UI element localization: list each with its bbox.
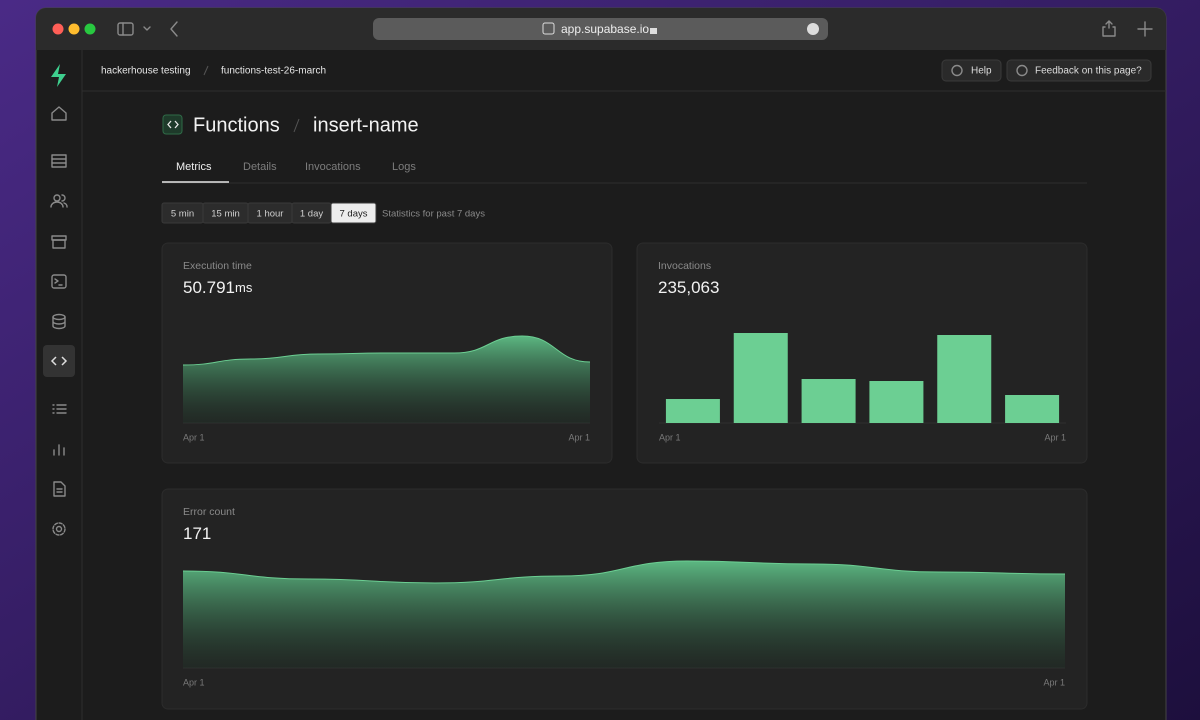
function-icon-glyph [167, 120, 179, 129]
value-number: 171 [183, 524, 211, 543]
time-range-label: 1 day [300, 209, 323, 220]
metric-panel: Execution time 50.791ms Apr 1 Apr 1 [161, 242, 613, 464]
time-range-label: 7 days [340, 209, 368, 220]
close-button[interactable] [52, 23, 64, 35]
functions-nav-active[interactable] [43, 345, 75, 377]
x-label-start: Apr 1 [183, 677, 205, 687]
feedback-button[interactable] [1006, 59, 1152, 82]
area [183, 336, 590, 423]
metric-panel: Invocations 235,063 Apr 1 Apr 1 [636, 242, 1088, 464]
reports-icon[interactable] [53, 444, 65, 456]
panel-value: 50.791ms [183, 278, 253, 297]
feedback-label: Feedback on this page? [1035, 66, 1142, 77]
functions-icon [50, 356, 68, 366]
panel-title: Invocations [658, 260, 711, 272]
docs-icon[interactable] [53, 481, 66, 497]
lock-icon [650, 28, 657, 34]
page-menu[interactable] [807, 23, 819, 35]
tab[interactable]: Invocations [305, 161, 361, 173]
x-label-end: Apr 1 [1044, 432, 1066, 442]
breadcrumb-project[interactable]: hackerhouse testing [101, 66, 191, 77]
page-title: Functions [193, 114, 280, 136]
x-label-end: Apr 1 [568, 432, 590, 442]
home-icon[interactable] [51, 106, 67, 121]
x-label-start: Apr 1 [659, 432, 681, 442]
tab[interactable]: Logs [392, 161, 416, 173]
panel-title: Execution time [183, 260, 252, 272]
share-button[interactable] [1102, 20, 1116, 37]
title-separator [293, 118, 300, 133]
breadcrumb-separator [203, 65, 209, 76]
area [183, 561, 1065, 668]
tab[interactable]: Metrics [176, 161, 212, 173]
bar [801, 379, 856, 423]
terminal-icon[interactable] [51, 274, 67, 289]
help-label: Help [971, 66, 992, 77]
bar [869, 381, 924, 423]
breadcrumb-function[interactable]: functions-test-26-march [221, 66, 326, 77]
tab[interactable]: Details [243, 161, 277, 173]
minimize-button[interactable] [68, 23, 80, 35]
function-name: insert-name [313, 114, 419, 136]
time-range-label: 5 min [171, 209, 194, 220]
area-line [182, 335, 591, 366]
list-icon[interactable] [52, 404, 67, 414]
time-range-button[interactable] [330, 202, 377, 224]
panel-title: Error count [183, 506, 235, 518]
range-note: Statistics for past 7 days [382, 209, 485, 220]
logo[interactable] [51, 64, 66, 87]
area-line [182, 560, 1066, 584]
value-number: 50.791 [183, 278, 235, 297]
value-number: 235,063 [658, 278, 719, 297]
panel-value: 235,063 [658, 278, 719, 297]
x-label-start: Apr 1 [183, 432, 205, 442]
settings-icon[interactable] [52, 522, 66, 536]
table-icon[interactable] [51, 154, 67, 168]
time-range-label: 1 hour [257, 209, 284, 220]
panel-value: 171 [183, 524, 211, 543]
help-icon [951, 64, 963, 77]
sidebar-toggle[interactable] [117, 22, 151, 36]
panel-background [636, 242, 1088, 464]
metric-panel: Error count 171 Apr 1 Apr 1 [161, 488, 1088, 710]
bar [665, 399, 720, 423]
new-tab-button[interactable] [1137, 21, 1153, 37]
site-icon [542, 22, 555, 35]
address-bar[interactable] [373, 18, 828, 40]
users-icon[interactable] [50, 194, 68, 208]
url: app.supabase.io [561, 22, 649, 36]
bar [937, 335, 992, 423]
bar [733, 333, 788, 423]
function-icon [162, 114, 183, 135]
feedback-icon [1016, 64, 1028, 77]
storage-icon[interactable] [51, 235, 67, 249]
value-unit: ms [235, 280, 253, 295]
time-range-label: 15 min [211, 209, 240, 220]
bar [1005, 395, 1060, 423]
x-label-end: Apr 1 [1043, 677, 1065, 687]
database-icon[interactable] [52, 313, 66, 330]
zoom-button[interactable] [84, 23, 96, 35]
back-button[interactable] [170, 21, 178, 37]
